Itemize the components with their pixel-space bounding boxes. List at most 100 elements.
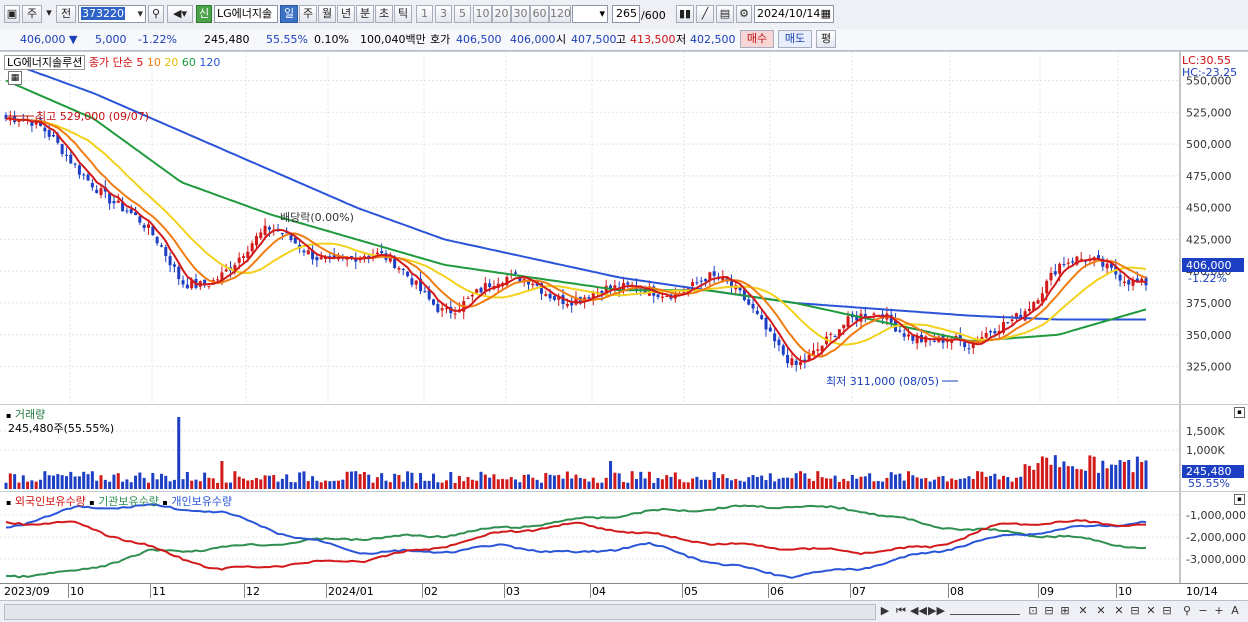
volume-bar [764,480,768,489]
stock-name-field[interactable]: LG에너지솔 [214,5,278,23]
high-annotation: 최고 529,000 (09/07) [36,110,149,123]
candle-body [591,292,595,301]
interval-button-0[interactable]: 1 [416,5,433,23]
period-button-6[interactable]: 틱 [394,5,412,23]
interval-button-5[interactable]: 30 [511,5,530,23]
volume-bar [1079,469,1083,489]
volume-bar [626,482,630,489]
tool-icon[interactable]: ⊟ [1130,604,1140,617]
tool-icon[interactable]: ✕ [1114,604,1124,617]
candle-body [527,281,530,285]
panel-icon[interactable]: ▪ [162,498,168,507]
sell-button[interactable]: 매도 [778,30,812,48]
search-icon[interactable]: ⚲ [1182,604,1192,617]
holdings-chart[interactable]: -1,000,000 -2,000,000 -3,000,000 [0,492,1248,583]
save-icon[interactable]: ▤ [716,5,734,23]
volume-bar [565,471,569,489]
candle-body [721,276,725,282]
volume-bar [1040,456,1044,489]
speaker-icon[interactable]: ◀▾ [167,5,193,23]
volume-ratio: 55.55% [266,33,308,46]
zoom-in-icon[interactable]: + [1214,604,1224,617]
period-button-0[interactable]: 일 [280,5,298,23]
legend-institution[interactable]: 기관보유수량 [98,495,159,508]
panel-icon[interactable]: ▪ [6,498,12,507]
interval-button-1[interactable]: 3 [435,5,452,23]
holdings-chart-panel[interactable]: -1,000,000 -2,000,000 -3,000,000 ▪ 외국인보유… [0,491,1248,583]
low-label: 저 [676,33,687,46]
chevron-down-icon[interactable]: ▾ [46,6,52,19]
tool-icon[interactable]: ✕ [1078,604,1088,617]
search-icon[interactable]: ⚲ [148,5,164,23]
candle-body [90,182,94,188]
window-icon[interactable]: ▣ [4,5,20,23]
candle-body [846,316,850,328]
legend-ma60[interactable]: 60 [181,56,196,69]
interval-button-2[interactable]: 5 [454,5,471,23]
foreign-holdings-line [5,519,1146,571]
period-button-3[interactable]: 년 [337,5,355,23]
period-button-2[interactable]: 월 [318,5,336,23]
panel-icon[interactable]: ▪ [89,498,95,507]
volume-bar [311,476,315,489]
panel-close-icon[interactable]: ▪ [1234,494,1245,505]
gear-icon[interactable]: ⚙ [736,5,752,23]
volume-bar [103,479,107,489]
split-icon[interactable]: ⊞ [1060,604,1070,617]
interval-button-7[interactable]: 120 [549,5,571,23]
panel-icon[interactable]: ▪ [6,411,12,420]
volume-bar [462,481,466,489]
buy-button[interactable]: 매수 [740,30,774,48]
interval-button-4[interactable]: 20 [492,5,511,23]
legend-ma5[interactable]: 5 [136,56,144,69]
price-chart-panel[interactable]: 550,000 525,000 500,000 475,000 450,000 425,0… [0,51,1248,404]
period-select[interactable]: 주 [22,5,42,23]
legend-ma10[interactable]: 10 [146,56,161,69]
zoom-out-icon[interactable]: − [1198,604,1208,617]
legend-individual[interactable]: 개인보유수량 [171,495,233,508]
period-button-4[interactable]: 분 [356,5,374,23]
interval-button-3[interactable]: 10 [473,5,492,23]
first-icon[interactable]: ⏮ [896,604,906,617]
table-icon[interactable]: ▦ [8,71,22,85]
volume-bar [1049,464,1053,489]
tool-icon[interactable]: ✕ [1096,604,1106,617]
next-page-icon[interactable]: ▶▶ [928,604,945,617]
candle-body [375,252,379,255]
candle-body [552,296,556,300]
interval-input[interactable]: ▾ [572,5,608,23]
volume-chart-panel[interactable]: 1,500K 1,000K 245,480 55.55% ▪ 거래량 245,4… [0,404,1248,491]
horizontal-scrollbar[interactable] [4,604,876,620]
avg-button[interactable]: 평 [816,30,836,48]
date-input[interactable]: 2024/10/14 ▦ [754,5,834,23]
draw-tool-icon[interactable]: ╱ [696,5,714,23]
candle-body [1105,263,1109,269]
tool-icon[interactable]: ⊟ [1162,604,1172,617]
volume-bar [721,474,725,489]
x-axis-label: 02 [424,585,438,598]
prev-button[interactable]: 전 [56,5,76,23]
period-button-1[interactable]: 주 [299,5,317,23]
stock-code-input[interactable]: 373220 ▾ [78,5,146,23]
volume-chart[interactable]: 1,500K 1,000K 245,480 55.55% [0,405,1248,491]
legend-ma20[interactable]: 20 [164,56,179,69]
stock-legend-name[interactable]: LG에너지솔루션 [4,55,86,70]
zoom-slider[interactable] [950,606,1020,615]
volume-bar [466,477,470,489]
candle-icon[interactable]: ▮▮ [676,5,694,23]
legend-ma120[interactable]: 120 [199,56,221,69]
interval-button-6[interactable]: 60 [530,5,549,23]
prev-page-icon[interactable]: ◀◀ [910,604,927,617]
font-size-icon[interactable]: A [1231,604,1239,617]
volume-title[interactable]: 거래량 [14,408,46,421]
play-icon[interactable]: ▶ [880,604,890,617]
panel-close-icon[interactable]: ▪ [1234,407,1245,418]
tool-icon[interactable]: ✕ [1146,604,1156,617]
price-chart[interactable]: 550,000 525,000 500,000 475,000 450,000 425,0… [0,52,1248,404]
period-button-5[interactable]: 초 [375,5,393,23]
count-input[interactable]: 265 [612,5,640,23]
legend-foreign[interactable]: 외국인보유수량 [14,495,86,508]
compare-icon[interactable]: ⊟ [1044,604,1054,617]
volume-bar [695,476,699,489]
zoom-fit-icon[interactable]: ⊡ [1028,604,1038,617]
